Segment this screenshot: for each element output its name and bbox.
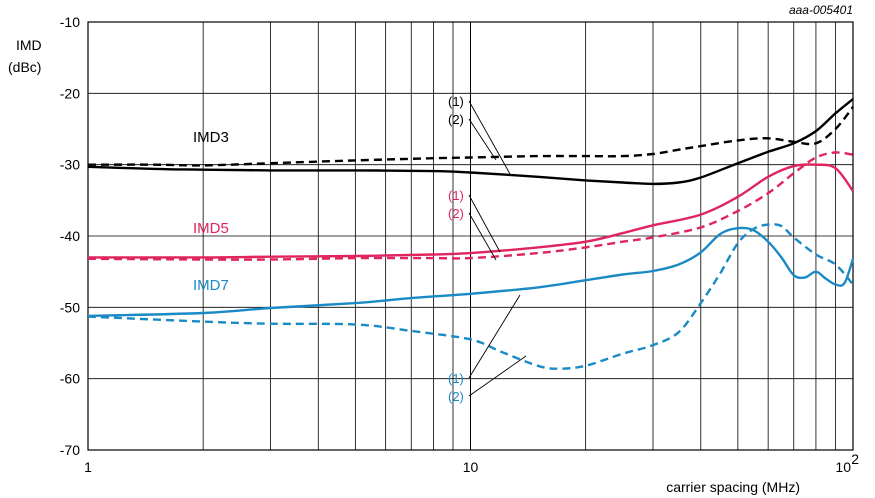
leader-line — [468, 100, 511, 175]
y-tick-label: -10 — [60, 14, 80, 30]
x-axis-label: carrier spacing (MHz) — [666, 479, 800, 495]
imd7-label: IMD7 — [193, 277, 229, 294]
imd7-series-1 — [87, 226, 855, 318]
leader-line — [468, 118, 497, 161]
leader-line — [468, 294, 521, 379]
imd3-series-2 — [87, 106, 854, 167]
leader-line — [468, 212, 497, 261]
y-tick-label: -30 — [60, 157, 80, 173]
x-tick-label: 1 — [84, 459, 92, 475]
reference-code: aaa-005401 — [789, 3, 853, 17]
imd3-callout-2: (2) — [448, 112, 464, 127]
chart-series — [87, 98, 855, 370]
y-tick-label: -20 — [60, 85, 80, 101]
y-tick-label: -50 — [60, 299, 80, 315]
imd7-series-2 — [87, 223, 854, 370]
imd3-series-1 — [87, 98, 854, 186]
imd7-callout-2: (2) — [448, 389, 464, 404]
y-axis-label-line2: (dBc) — [8, 59, 41, 75]
imd5-callout-2: (2) — [448, 206, 464, 221]
imd3-label: IMD3 — [193, 129, 229, 146]
callout-leaders — [468, 100, 527, 397]
y-tick-label: -60 — [60, 371, 80, 387]
chart-grid — [87, 21, 854, 451]
x-tick-label: 10 — [835, 459, 851, 475]
imd5-series-1 — [87, 163, 854, 259]
leader-line — [468, 194, 501, 253]
leader-line — [468, 355, 527, 397]
imd3-callout-1: (1) — [448, 94, 464, 109]
y-tick-label: -70 — [60, 442, 80, 458]
axis-ticks: -70-60-50-40-30-20-101 10 10 2 — [60, 14, 859, 475]
y-tick-label: -40 — [60, 228, 80, 244]
imd5-callout-1: (1) — [448, 188, 464, 203]
y-axis-label-line1: IMD — [16, 37, 42, 53]
plot-frame — [87, 21, 854, 451]
imd7-callout-1: (1) — [448, 371, 464, 386]
x-tick-label: 10 — [463, 459, 479, 475]
imd5-series-2 — [87, 151, 854, 261]
imd5-label: IMD5 — [193, 220, 229, 237]
x-tick-label-superscript: 2 — [851, 451, 859, 467]
